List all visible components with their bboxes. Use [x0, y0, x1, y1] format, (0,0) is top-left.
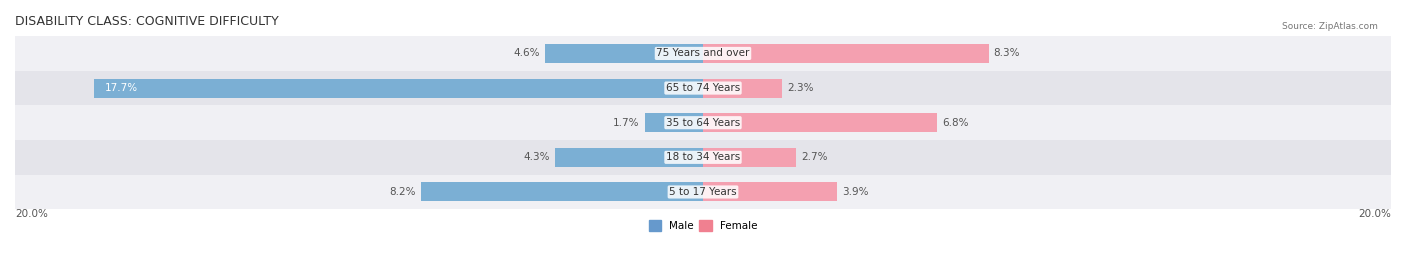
Text: 17.7%: 17.7% [104, 83, 138, 93]
Bar [555, 148, 703, 167]
Bar [703, 44, 988, 63]
Text: 8.3%: 8.3% [994, 48, 1021, 58]
Text: 20.0%: 20.0% [15, 209, 48, 219]
Bar [703, 148, 796, 167]
Text: 1.7%: 1.7% [613, 118, 640, 128]
Text: DISABILITY CLASS: COGNITIVE DIFFICULTY: DISABILITY CLASS: COGNITIVE DIFFICULTY [15, 15, 278, 28]
Text: 35 to 64 Years: 35 to 64 Years [666, 118, 740, 128]
Text: 20.0%: 20.0% [1358, 209, 1391, 219]
Bar [15, 175, 1391, 209]
Bar [94, 79, 703, 97]
Text: 3.9%: 3.9% [842, 187, 869, 197]
Text: 4.6%: 4.6% [513, 48, 540, 58]
Text: Source: ZipAtlas.com: Source: ZipAtlas.com [1282, 22, 1378, 31]
Bar [644, 113, 703, 132]
Legend: Male, Female: Male, Female [644, 216, 762, 235]
Bar [703, 79, 782, 97]
Text: 18 to 34 Years: 18 to 34 Years [666, 152, 740, 162]
Text: 5 to 17 Years: 5 to 17 Years [669, 187, 737, 197]
Text: 4.3%: 4.3% [523, 152, 550, 162]
Bar [15, 140, 1391, 175]
Text: 2.7%: 2.7% [801, 152, 828, 162]
Bar [15, 36, 1391, 71]
Bar [15, 71, 1391, 105]
Text: 2.3%: 2.3% [787, 83, 814, 93]
Text: 65 to 74 Years: 65 to 74 Years [666, 83, 740, 93]
Bar [703, 183, 837, 201]
Bar [15, 105, 1391, 140]
Bar [703, 113, 936, 132]
Text: 8.2%: 8.2% [389, 187, 416, 197]
Text: 75 Years and over: 75 Years and over [657, 48, 749, 58]
Bar [420, 183, 703, 201]
Bar [544, 44, 703, 63]
Text: 6.8%: 6.8% [942, 118, 969, 128]
